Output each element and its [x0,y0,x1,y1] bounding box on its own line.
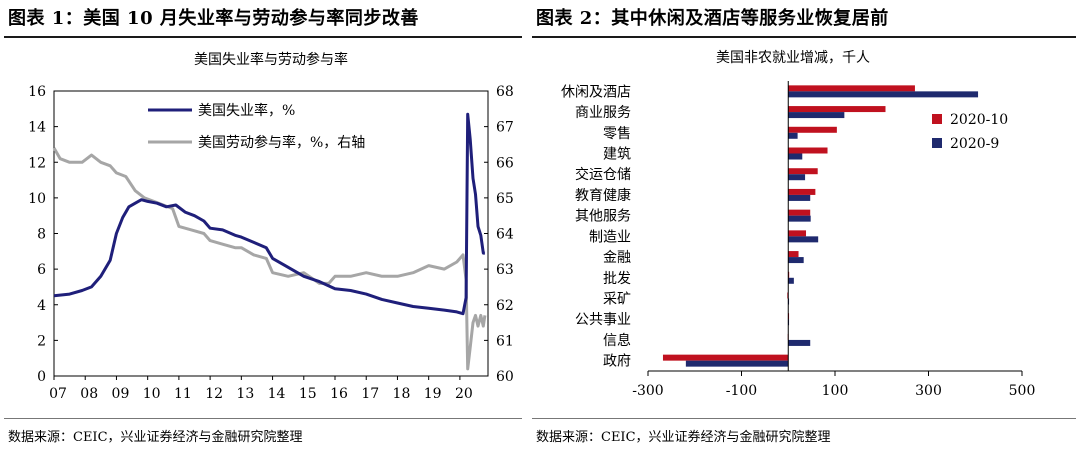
bar-2020-10 [788,106,886,113]
figure-2-source: 数据来源：CEIC，兴业证券经济与金融研究院整理 [536,430,831,445]
bar-2020-10 [788,126,837,133]
x-axis-tick-label: 13 [236,386,254,402]
right-axis-tick-label: 65 [496,191,514,207]
left-axis-tick-label: 4 [37,298,46,314]
left-axis-tick-label: 10 [28,191,46,207]
bar-2020-9 [788,277,794,284]
legend-label-2020-10: 2020-10 [950,112,1008,128]
left-axis-tick-label: 16 [28,84,46,100]
bar-2020-10 [788,188,816,195]
x-axis-tick-label: -300 [632,383,663,399]
chart-1-title: 美国失业率与劳动参与率 [194,51,348,68]
right-axis-tick-label: 61 [496,333,514,349]
x-axis-tick-label: 10 [143,386,161,402]
right-axis-tick-label: 67 [496,120,514,136]
left-axis-tick-label: 12 [28,155,46,171]
category-label: 交运仓储 [575,166,631,183]
bar-2020-9 [788,257,804,264]
x-axis-tick-label: 20 [455,386,473,402]
x-axis-tick-label: 12 [205,386,223,402]
category-label: 建筑 [603,147,631,163]
figure-1-bottom-rule [4,418,522,419]
left-axis-tick-label: 8 [37,227,46,243]
figure-1-title: 图表 1：美国 10 月失业率与劳动参与率同步改善 [8,8,419,29]
category-label: 其他服务 [575,209,631,225]
chart-2-title: 美国非农就业增减，千人 [716,50,870,66]
bar-2020-10 [788,251,799,258]
category-label: 零售 [603,126,631,142]
bar-2020-9 [788,132,798,139]
x-axis-tick-label: 15 [299,386,317,402]
bar-2020-10 [788,85,915,92]
category-label: 政府 [603,354,631,370]
labor-participation-line [52,147,487,371]
category-label: 制造业 [589,229,631,245]
right-axis-tick-label: 68 [496,84,514,100]
bar-2020-10 [788,230,807,237]
chart-1-plot-frame [53,90,489,377]
bar-2020-9 [788,236,819,243]
nonfarm-payrolls-chart: 美国非农就业增减，千人休闲及酒店商业服务零售建筑交运仓储教育健康其他服务制造业金… [561,50,1036,399]
legend-swatch-2020-10 [932,114,942,124]
bar-2020-10 [788,147,828,154]
category-label: 公共事业 [575,312,631,328]
bar-2020-9 [788,112,845,119]
x-axis-tick-label: 07 [49,386,67,402]
left-axis-tick-label: 6 [37,262,46,278]
bar-2020-9 [685,360,789,367]
category-label: 批发 [603,271,631,287]
x-axis-tick-label: 14 [268,386,286,402]
figure-2: 图表 2：其中休闲及酒店等服务业恢复居前 美国非农就业增减，千人休闲及酒店商业服… [528,0,1080,451]
bar-2020-10 [788,168,818,175]
figure-1: 图表 1：美国 10 月失业率与劳动参与率同步改善 美国失业率与劳动参与率 0 2 4… [0,0,528,451]
x-axis-tick-label: 11 [174,386,192,402]
category-label: 教育健康 [575,187,631,204]
right-axis-tick-label: 66 [496,155,514,171]
x-axis-tick-label: 09 [112,386,130,402]
category-label: 金融 [603,250,631,266]
unemployment-rate-line [53,112,485,316]
x-axis-tick-label: 17 [361,386,379,402]
legend-participation-label: 美国劳动参与率，%，右轴 [198,134,365,151]
bar-2020-9 [788,194,811,201]
left-axis-tick-label: 2 [37,333,46,349]
bar-2020-9 [788,153,803,160]
x-axis-tick-label: 16 [330,386,348,402]
left-axis-tick-label: 0 [37,369,46,385]
figure-2-title: 图表 2：其中休闲及酒店等服务业恢复居前 [536,8,889,29]
bar-2020-10 [788,209,811,216]
figure-2-bottom-rule [532,418,1076,419]
category-label: 商业服务 [575,105,631,121]
category-label: 信息 [603,332,631,349]
bar-2020-9 [788,339,811,346]
right-axis-tick-label: 64 [496,227,514,243]
bar-2020-9 [788,215,811,222]
category-label: 休闲及酒店 [561,84,631,100]
bar-2020-9 [788,91,979,98]
x-axis-tick-label: 19 [424,386,442,402]
x-axis-tick-label: 18 [393,386,411,402]
x-axis-tick-label: -100 [726,383,757,399]
x-axis-tick-label: 100 [822,383,849,399]
legend-label-2020-9: 2020-9 [950,136,999,152]
unemployment-participation-chart: 美国失业率与劳动参与率02468101214166061626364656667… [28,51,514,402]
x-axis-tick-label: 08 [80,386,98,402]
legend-unemployment-label: 美国失业率，% [198,102,295,119]
right-axis-tick-label: 60 [496,369,514,385]
category-label: 采矿 [603,292,631,308]
figure-1-top-rule [4,36,522,38]
bar-2020-10 [662,354,789,361]
right-axis-tick-label: 62 [496,298,514,314]
x-axis-tick-label: 300 [915,383,942,399]
right-axis-tick-label: 63 [496,262,514,278]
left-axis-tick-label: 14 [28,120,46,136]
figure-2-top-rule [532,36,1076,38]
x-axis-tick-label: 500 [1009,383,1036,399]
bar-2020-9 [788,174,806,181]
legend-swatch-2020-9 [932,138,942,148]
figure-1-source: 数据来源：CEIC，兴业证券经济与金融研究院整理 [8,430,303,445]
